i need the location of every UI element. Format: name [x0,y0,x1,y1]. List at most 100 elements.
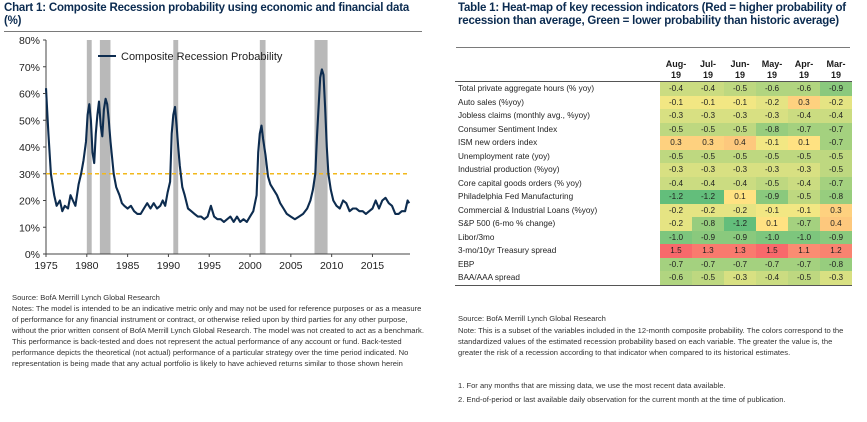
heat-cell: -0.5 [692,149,724,163]
x-tick-label-2005: 2005 [279,260,303,272]
y-tick-label-60: 60% [19,89,40,101]
heat-cell: -0.7 [756,257,788,271]
heat-cell: 1.5 [756,244,788,258]
heat-cell: -0.1 [788,203,820,217]
heat-cell: -0.5 [724,149,756,163]
composite-probability-line [44,68,411,223]
heat-cell: -0.8 [820,190,852,204]
heat-cell: -0.7 [820,122,852,136]
heat-cell: -0.8 [820,257,852,271]
heat-cell: -1.2 [724,217,756,231]
column-header-jun-19: Jun- 19 [730,59,750,80]
table-title-rule [456,47,850,48]
heat-cell: -0.5 [692,271,724,286]
table-row: Total private aggregate hours (% yoy) -0.… [455,81,852,96]
row-label: Industrial production (%yoy) [458,165,560,174]
heat-cell: -0.3 [724,163,756,177]
heat-cell: 0.3 [660,136,692,150]
heat-cell: -1.0 [660,230,692,244]
recession-bar-3 [173,40,179,254]
heatmap-table: Aug- 19 Jul- 19 Jun- 19 May- 19 Apr- 19 Mar- 19 Tot… [455,47,852,286]
heat-cell: -0.4 [820,109,852,123]
x-tick-label-1985: 1985 [116,260,140,272]
heat-cell: -0.5 [660,122,692,136]
x-tick-label-1995: 1995 [198,260,222,272]
column-header-may-19: May- 19 [761,59,783,80]
row-label: S&P 500 (6-mo % change) [458,219,556,228]
heat-cell: 1.3 [724,244,756,258]
heat-cell: 0.3 [788,95,820,109]
heat-cell: -0.1 [724,95,756,109]
table-row: EBP -0.7 -0.7 -0.7 -0.7 -0.7 -0.8 [455,257,852,271]
table-footnote-1: 1. For any months that are missing data,… [458,381,726,390]
heat-cell: -0.2 [724,203,756,217]
heat-cell: -0.3 [724,109,756,123]
row-label: ISM new orders index [458,138,538,147]
table-row: Commercial & Industrial Loans (%yoy) -0.2… [455,203,852,217]
y-tick-label-10: 10% [19,222,40,234]
table-row: 3-mo/10yr Treasury spread 1.5 1.3 1.3 1.5 1.1… [455,244,852,258]
heat-cell: -0.5 [788,271,820,286]
chart-notes: Notes: The model is intended to be an in… [12,304,424,368]
table-row: S&P 500 (6-mo % change) -0.2 -0.8 -1.2 0.1 -0… [455,217,852,231]
heat-cell: -0.7 [788,257,820,271]
y-tick-label-0: 0% [25,249,40,261]
x-tick-label-2015: 2015 [361,260,385,272]
recession-bar-4 [259,40,266,254]
heat-cell: -0.7 [692,257,724,271]
heat-cell: 1.5 [660,244,692,258]
row-label: Auto sales (%yoy) [458,97,524,107]
row-label: Commercial & Industrial Loans (%yoy) [458,205,598,215]
heat-cell: -0.8 [692,217,724,231]
row-label: Libor/3mo [458,232,495,242]
table-row: BAA/AAA spread -0.6 -0.5 -0.3 -0.4 -0.5 -0.3 [455,271,852,286]
heat-cell: 0.1 [724,190,756,204]
heat-cell: -0.3 [660,163,692,177]
heat-cell: -0.4 [692,176,724,190]
heat-cell: -0.9 [756,190,788,204]
row-label: Core capital goods orders (% yoy) [458,178,582,188]
x-tick-label-1975: 1975 [34,260,58,272]
recession-probability-chart: 1975 1980 1985 1990 1995 2000 2005 2010 2015 0% 1… [19,35,411,272]
heat-cell: 1.2 [820,244,852,258]
heat-cell: -0.7 [788,122,820,136]
heat-cell: -0.5 [820,149,852,163]
table-source: Source: BofA Merrill Lynch Global Resear… [458,314,606,323]
chart-title-rule [4,31,422,32]
table-row: Unemployment rate (yoy) -0.5 -0.5 -0.5 -0.5-… [455,149,852,163]
row-label: Philadelphia Fed Manufacturing [458,192,574,201]
heat-cell: 0.3 [692,136,724,150]
heat-cell: -0.9 [820,81,852,96]
heat-cell: -0.4 [660,176,692,190]
x-tick-label-2000: 2000 [238,260,262,272]
heat-cell: -0.5 [692,122,724,136]
heat-cell: -0.4 [788,176,820,190]
heat-cell: 1.3 [692,244,724,258]
heat-cell: -0.7 [724,257,756,271]
heat-cell: -0.9 [692,230,724,244]
column-header-apr-19: Apr- 19 [794,59,814,80]
heat-cell: -0.7 [820,136,852,150]
heat-cell: -0.2 [692,203,724,217]
row-label: Consumer Sentiment Index [458,124,558,134]
table-row: Auto sales (%yoy) -0.1 -0.1 -0.1 -0.2 0.3 -0.2 [455,95,852,109]
column-header-mar-19: Mar- 19 [826,59,846,80]
heat-cell: -0.7 [820,176,852,190]
heat-cell: -0.5 [820,163,852,177]
heat-cell: -0.9 [820,230,852,244]
heat-cell: -0.4 [724,176,756,190]
recession-bar-1 [86,40,92,254]
heat-cell: -0.5 [756,176,788,190]
table-footnote-2: 2. End-of-period or last available daily… [458,395,786,404]
heat-cell: -0.6 [660,271,692,286]
table-row: Jobless claims (monthly avg., %yoy) -0.3-… [455,109,852,123]
y-tick-label-40: 40% [19,142,40,154]
heat-cell: -0.5 [756,149,788,163]
heat-cell: -0.9 [724,230,756,244]
heat-cell: -0.2 [820,95,852,109]
table-note: Note: This is a subset of the variables … [458,326,844,357]
chart-source: Source: BofA Merrill Lynch Global Resear… [12,293,160,302]
heat-cell: -0.4 [788,109,820,123]
heat-cell: -0.3 [756,163,788,177]
heat-cell: 0.1 [788,136,820,150]
